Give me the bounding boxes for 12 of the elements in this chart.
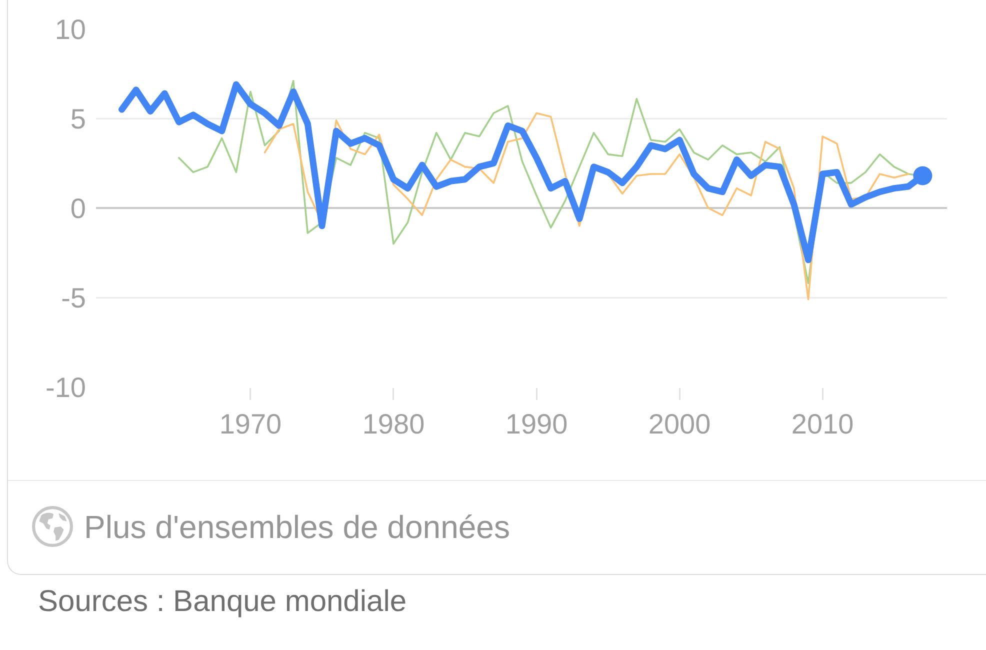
y-tick-label: 10 xyxy=(54,14,86,45)
y-tick-label: -10 xyxy=(46,372,86,403)
x-tick-label: 1980 xyxy=(362,408,425,440)
x-tick-label: 1970 xyxy=(219,408,282,440)
y-tick-label: 0 xyxy=(70,192,86,224)
text: Plus d'ensembles de données xyxy=(84,509,510,545)
source-note: Sources : Banque mondiale xyxy=(38,585,407,618)
x-tick-label: 2010 xyxy=(791,408,854,440)
x-tick-label: 1990 xyxy=(505,408,568,440)
y-tick-label: 5 xyxy=(70,103,86,134)
x-tick-label: 2000 xyxy=(648,408,711,440)
y-tick-label: -5 xyxy=(61,282,86,314)
